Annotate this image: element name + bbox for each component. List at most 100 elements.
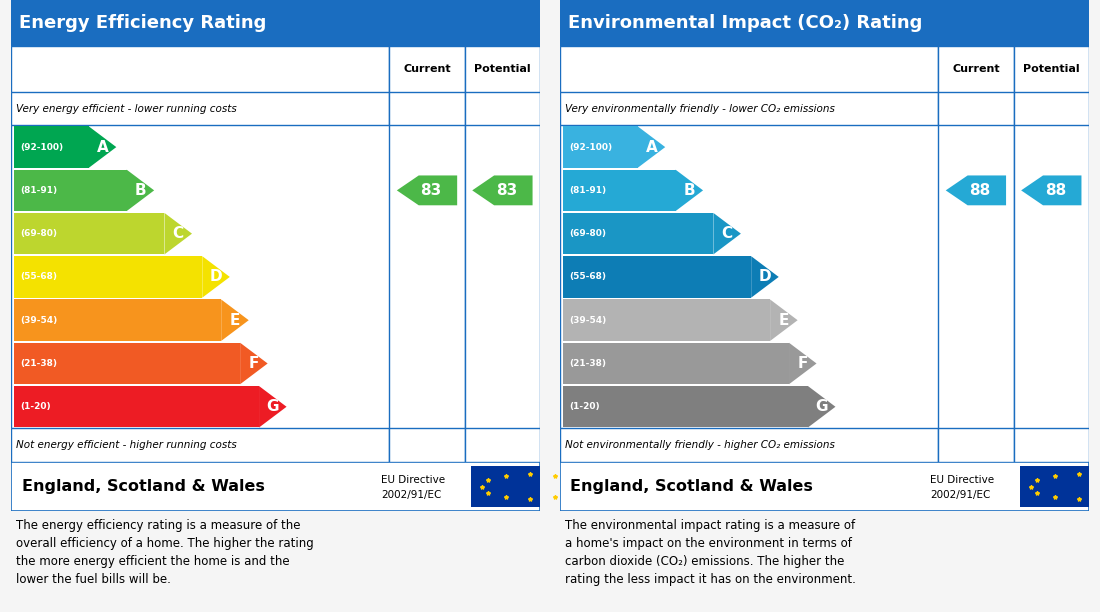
Text: Potential: Potential (474, 64, 530, 74)
Bar (563, 213, 714, 255)
Bar (1013, 428, 1089, 462)
Bar (389, 46, 464, 92)
Bar (14, 126, 89, 168)
Bar (560, 92, 938, 125)
Text: Energy Efficiency Rating: Energy Efficiency Rating (19, 14, 266, 32)
Text: Environmental Impact (CO₂) Rating: Environmental Impact (CO₂) Rating (568, 14, 922, 32)
Text: (21-38): (21-38) (21, 359, 57, 368)
Text: 83: 83 (420, 183, 442, 198)
Text: 2002/91/EC: 2002/91/EC (931, 490, 991, 500)
Polygon shape (751, 256, 779, 297)
Text: 88: 88 (969, 183, 991, 198)
Text: (55-68): (55-68) (570, 272, 606, 282)
Text: 2002/91/EC: 2002/91/EC (382, 490, 442, 500)
Bar (464, 125, 540, 428)
Text: B: B (683, 183, 695, 198)
Text: Very environmentally friendly - lower CO₂ emissions: Very environmentally friendly - lower CO… (565, 103, 835, 114)
Text: (81-91): (81-91) (570, 186, 606, 195)
Polygon shape (202, 256, 230, 297)
Bar (563, 126, 638, 168)
Text: (21-38): (21-38) (570, 359, 606, 368)
Text: Current: Current (404, 64, 451, 74)
Text: F: F (798, 356, 808, 371)
Bar (1013, 125, 1089, 428)
Polygon shape (789, 343, 816, 384)
Polygon shape (638, 126, 666, 168)
Text: D: D (210, 269, 222, 285)
Bar (14, 170, 126, 211)
Text: (1-20): (1-20) (21, 402, 51, 411)
Bar (563, 343, 789, 384)
Bar (1020, 466, 1100, 507)
Text: (92-100): (92-100) (570, 143, 613, 152)
Text: (39-54): (39-54) (570, 316, 607, 325)
Bar (563, 256, 751, 297)
Text: G: G (266, 399, 279, 414)
Bar (1013, 92, 1089, 125)
Text: Not energy efficient - higher running costs: Not energy efficient - higher running co… (16, 440, 236, 450)
Text: C: C (173, 226, 184, 241)
Text: 83: 83 (496, 183, 517, 198)
Bar (560, 428, 938, 462)
Polygon shape (240, 343, 267, 384)
Bar (560, 46, 938, 92)
Bar (563, 299, 770, 341)
Bar (464, 46, 540, 92)
Bar (938, 46, 1013, 92)
Bar (389, 125, 464, 428)
Bar (11, 46, 389, 92)
Text: Very energy efficient - lower running costs: Very energy efficient - lower running co… (16, 103, 236, 114)
Text: Current: Current (953, 64, 1000, 74)
Bar (11, 92, 389, 125)
Text: D: D (759, 269, 771, 285)
Polygon shape (770, 299, 798, 341)
Text: G: G (815, 399, 828, 414)
Text: The environmental impact rating is a measure of
a home's impact on the environme: The environmental impact rating is a mea… (565, 519, 856, 586)
Bar (11, 428, 389, 462)
Text: Not environmentally friendly - higher CO₂ emissions: Not environmentally friendly - higher CO… (565, 440, 835, 450)
Text: (69-80): (69-80) (570, 229, 606, 238)
Text: F: F (249, 356, 260, 371)
Bar (14, 386, 258, 428)
Text: A: A (646, 140, 658, 155)
Bar (14, 256, 202, 297)
Bar (563, 170, 675, 211)
Text: (55-68): (55-68) (21, 272, 57, 282)
Bar (14, 299, 221, 341)
Bar (471, 466, 590, 507)
Text: (92-100): (92-100) (21, 143, 64, 152)
Text: 88: 88 (1045, 183, 1066, 198)
Polygon shape (675, 170, 703, 211)
Bar (389, 428, 464, 462)
Bar (464, 92, 540, 125)
Polygon shape (397, 176, 458, 205)
Text: (39-54): (39-54) (21, 316, 58, 325)
Polygon shape (472, 176, 532, 205)
Text: E: E (779, 313, 789, 327)
Bar (938, 92, 1013, 125)
Polygon shape (126, 170, 154, 211)
Text: (1-20): (1-20) (570, 402, 600, 411)
Bar (938, 125, 1013, 428)
Polygon shape (258, 386, 287, 428)
Text: EU Directive: EU Directive (931, 475, 994, 485)
Polygon shape (221, 299, 249, 341)
Text: B: B (134, 183, 146, 198)
Text: Potential: Potential (1023, 64, 1079, 74)
Bar (563, 386, 807, 428)
Text: EU Directive: EU Directive (382, 475, 446, 485)
Polygon shape (946, 176, 1006, 205)
Text: C: C (722, 226, 733, 241)
Text: England, Scotland & Wales: England, Scotland & Wales (571, 479, 813, 494)
Polygon shape (807, 386, 836, 428)
Text: (69-80): (69-80) (21, 229, 57, 238)
Bar (14, 343, 240, 384)
Bar (14, 213, 165, 255)
Text: England, Scotland & Wales: England, Scotland & Wales (22, 479, 264, 494)
Bar (1013, 46, 1089, 92)
Text: The energy efficiency rating is a measure of the
overall efficiency of a home. T: The energy efficiency rating is a measur… (16, 519, 313, 586)
Text: E: E (230, 313, 240, 327)
Bar (464, 428, 540, 462)
Bar (938, 428, 1013, 462)
Text: (81-91): (81-91) (21, 186, 57, 195)
